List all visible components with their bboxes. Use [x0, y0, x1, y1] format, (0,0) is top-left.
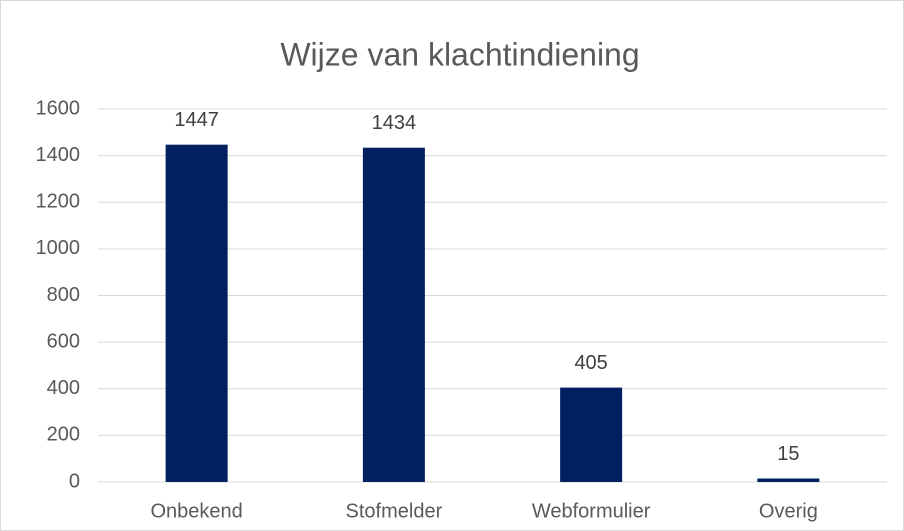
data-label: 1447: [174, 109, 219, 131]
bar: [165, 144, 228, 482]
y-tick-label: 800: [47, 284, 80, 306]
x-tick-label: Overig: [759, 500, 818, 522]
y-tick-label: 200: [47, 424, 80, 446]
x-tick-label: Webformulier: [532, 500, 651, 522]
y-tick-label: 1600: [36, 97, 81, 119]
data-label: 15: [777, 443, 799, 465]
data-label: 405: [574, 352, 607, 374]
bar: [560, 387, 623, 482]
y-tick-label: 600: [47, 330, 80, 352]
bar: [757, 478, 820, 482]
y-tick-label: 1200: [36, 191, 81, 213]
x-tick-label: Stofmelder: [346, 500, 443, 522]
bar: [362, 147, 425, 483]
y-tick-label: 1400: [36, 144, 81, 166]
y-tick-label: 0: [69, 470, 80, 492]
y-tick-label: 400: [47, 377, 80, 399]
y-tick-label: 1000: [36, 237, 81, 259]
x-tick-label: Onbekend: [150, 500, 242, 522]
data-label: 1434: [372, 112, 417, 134]
chart-title: Wijze van klachtindiening: [280, 36, 639, 72]
